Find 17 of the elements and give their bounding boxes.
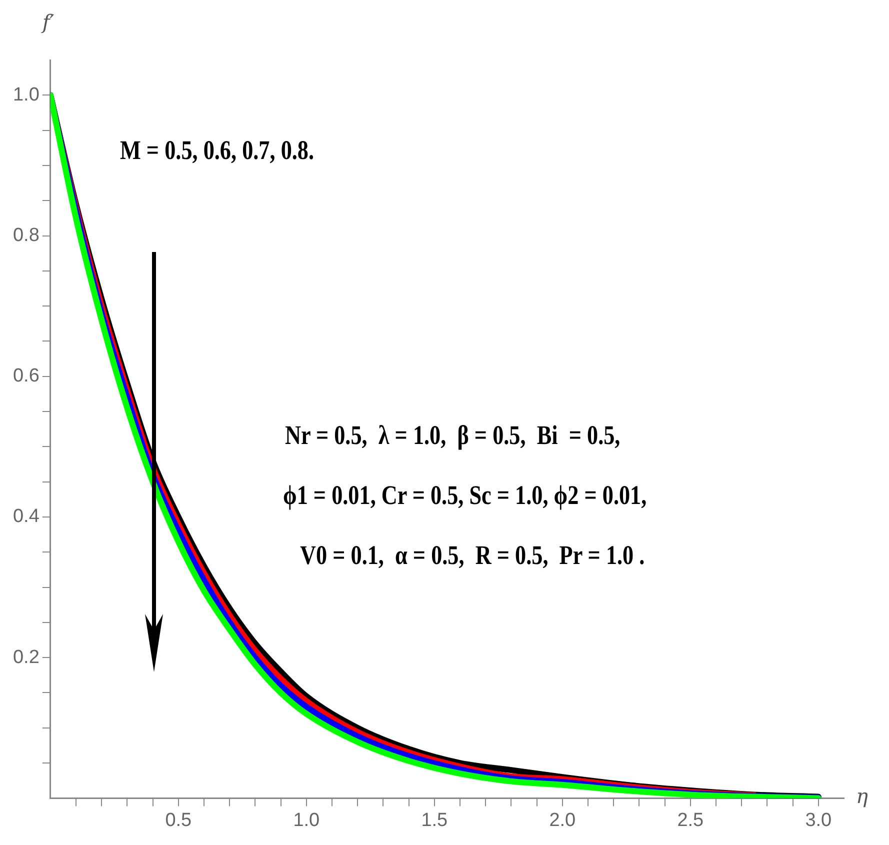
annotation: V0 = 0.1, α = 0.5, R = 0.5, Pr = 1.0 .: [300, 540, 645, 571]
y-tick-label: 0.2: [12, 646, 40, 668]
annotation: Nr = 0.5, λ = 1.0, β = 0.5, Bi = 0.5,: [285, 420, 620, 451]
y-tick-label: 1.0: [12, 84, 40, 106]
x-tick-label: 2.5: [677, 810, 704, 831]
annotation: ϕ1 = 0.01, Cr = 0.5, Sc = 1.0, ϕ2 = 0.01,: [283, 480, 647, 511]
y-tick-label: 0.8: [12, 224, 40, 246]
annotation: M = 0.5, 0.6, 0.7, 0.8.: [120, 135, 314, 166]
y-tick-label: 0.4: [12, 506, 40, 528]
x-tick-label: 1.5: [421, 810, 448, 831]
y-axis-title: f′: [42, 10, 54, 34]
x-axis-title: η: [856, 784, 868, 808]
x-tick-label: 3.0: [805, 810, 832, 831]
x-tick-label: 2.0: [549, 810, 576, 831]
x-tick-label: 1.0: [293, 810, 320, 831]
x-tick-label: 0.5: [165, 810, 192, 831]
y-tick-label: 0.6: [12, 366, 40, 387]
